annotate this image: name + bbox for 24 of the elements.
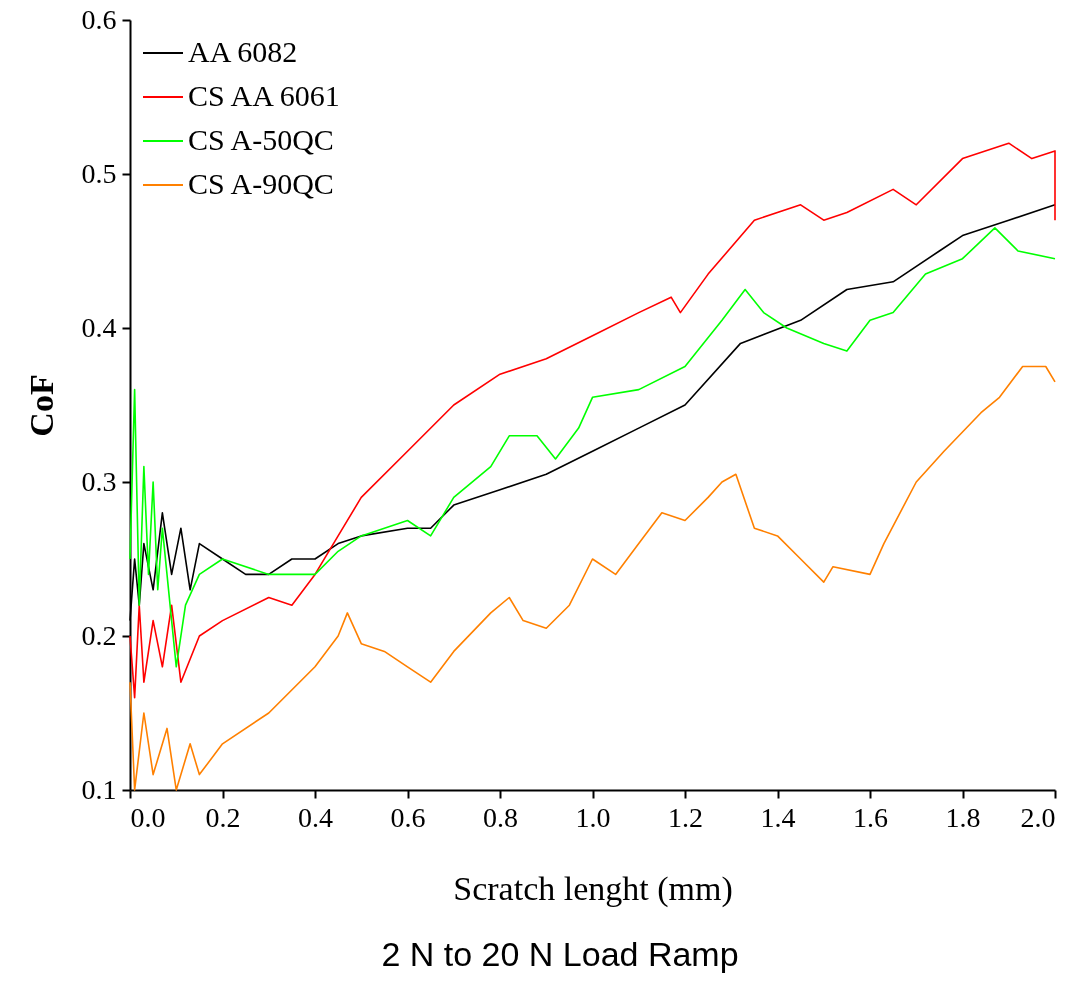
y-tick-label: 0.2	[81, 619, 117, 651]
text: 2 N to 20 N Load Ramp	[380, 935, 740, 974]
legend-label: CS AA 6061	[188, 79, 340, 112]
y-tick-label: 0.5	[81, 157, 117, 189]
x-tick-label: 0.2	[205, 801, 241, 833]
legend-label: CS A-50QC	[188, 123, 334, 156]
x-tick-label: 1.6	[853, 801, 888, 833]
y-tick-label: 0.3	[81, 465, 117, 497]
x-tick-label: 1.8	[945, 801, 981, 833]
legend-label: CS A-90QC	[188, 167, 334, 200]
x-tick-label: 1.0	[575, 801, 611, 833]
x-tick-label: 0.8	[483, 801, 518, 833]
y-tick-label: 0.4	[81, 311, 117, 343]
x-tick-label: 0.4	[298, 801, 333, 833]
x-tick-label: 1.4	[760, 801, 796, 833]
x-tick-label: 0.6	[390, 801, 426, 833]
x-tick-label: 2.0	[1020, 801, 1056, 833]
y-axis-title: CoF	[22, 374, 60, 437]
y-tick-label: 0.6	[81, 3, 117, 35]
y-tick-label: 0.1	[81, 773, 117, 805]
x-tick-label: 0.0	[130, 801, 166, 833]
x-axis-title: Scratch lenght (mm)	[453, 869, 733, 908]
x-tick-label: 1.2	[668, 801, 703, 833]
legend-label: AA 6082	[188, 35, 298, 68]
